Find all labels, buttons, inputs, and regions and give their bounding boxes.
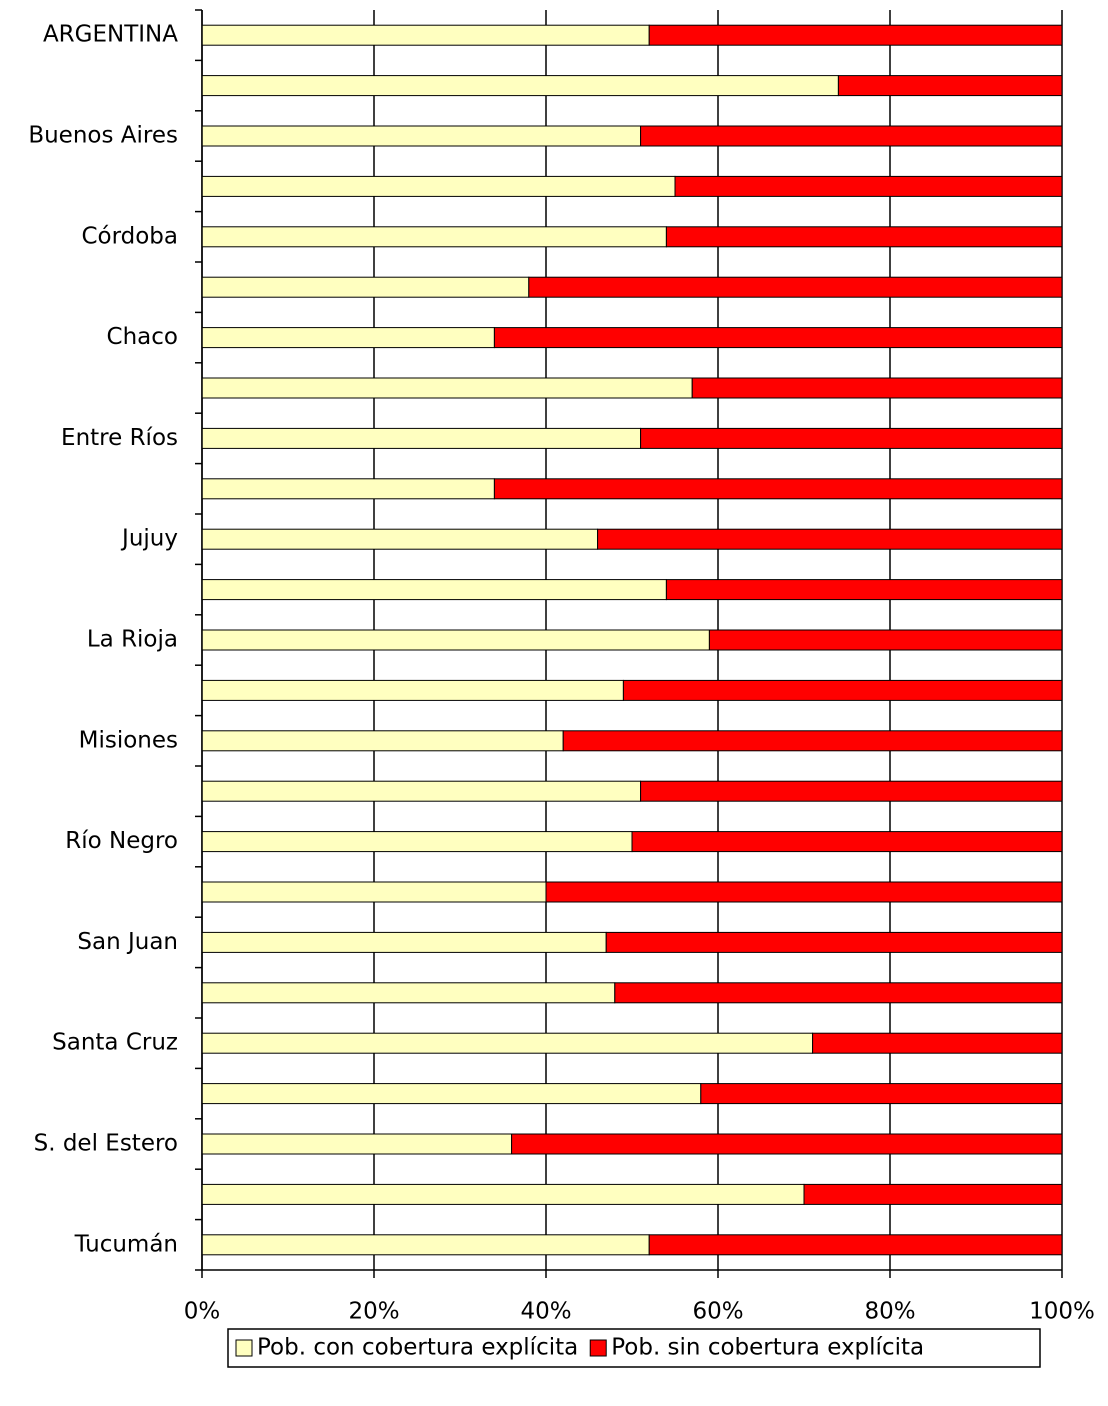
y-tick-label: Buenos Aires xyxy=(28,123,178,149)
y-tick-label: La Rioja xyxy=(87,627,178,653)
bar-segment xyxy=(201,931,607,953)
y-tick-label: Chaco xyxy=(107,324,178,350)
bar-segment xyxy=(201,327,495,349)
x-tick-label: 20% xyxy=(348,1299,399,1325)
bar-segment xyxy=(631,831,1063,853)
bar-segment xyxy=(708,629,1063,651)
y-tick-label: Entre Ríos xyxy=(61,425,178,451)
bar-segment xyxy=(201,1083,702,1105)
y-tick-label: Río Negro xyxy=(65,828,178,854)
bar-segment xyxy=(528,276,1063,298)
bar-segment xyxy=(201,982,616,1004)
y-tick-label: S. del Estero xyxy=(34,1131,178,1157)
y-tick-label: San Juan xyxy=(77,929,178,955)
bar-segment xyxy=(493,478,1063,500)
x-tick-label: 0% xyxy=(184,1299,221,1325)
bar-segment xyxy=(614,982,1063,1004)
bar-segment xyxy=(201,831,633,853)
bar-segment xyxy=(201,125,642,147)
x-tick-label: 60% xyxy=(692,1299,743,1325)
y-tick-label: Córdoba xyxy=(81,223,178,249)
bar-segment xyxy=(201,1234,650,1256)
y-tick-label: Santa Cruz xyxy=(52,1030,178,1056)
y-tick-label: ARGENTINA xyxy=(43,22,178,48)
bar-segment xyxy=(201,679,624,701)
bar-segment xyxy=(201,175,676,197)
legend-label: Pob. con cobertura explícita xyxy=(257,1335,578,1361)
bar-segment xyxy=(201,579,667,601)
bar-segment xyxy=(201,1183,805,1205)
bar-segment xyxy=(201,75,839,97)
bar-segment xyxy=(812,1032,1063,1054)
bar-segment xyxy=(201,1032,814,1054)
bar-segment xyxy=(201,780,642,802)
legend-swatch xyxy=(589,1339,607,1357)
legend-label: Pob. sin cobertura explícita xyxy=(611,1335,924,1361)
bar-segment xyxy=(201,478,495,500)
bar-segment xyxy=(201,629,710,651)
x-tick-label: 100% xyxy=(1029,1299,1095,1325)
bar-segment xyxy=(201,226,667,248)
bar-segment xyxy=(493,327,1063,349)
bar-segment xyxy=(648,1234,1063,1256)
bar-segment xyxy=(201,276,530,298)
bar-segment xyxy=(803,1183,1063,1205)
bar-segment xyxy=(597,528,1063,550)
bar-segment xyxy=(665,226,1063,248)
bar-segment xyxy=(640,780,1063,802)
bar-segment xyxy=(665,579,1063,601)
bar-segment xyxy=(700,1083,1063,1105)
bar-segment xyxy=(691,377,1063,399)
bar-segment xyxy=(201,881,547,903)
bar-segment xyxy=(545,881,1063,903)
bar-segment xyxy=(511,1133,1063,1155)
bar-segment xyxy=(201,528,599,550)
bar-segment xyxy=(562,730,1063,752)
bar-segment xyxy=(622,679,1063,701)
bar-segment xyxy=(640,427,1063,449)
y-tick-label: Misiones xyxy=(79,727,178,753)
bar-segment xyxy=(837,75,1063,97)
legend-box xyxy=(227,1328,1041,1368)
bar-segment xyxy=(201,1133,513,1155)
y-tick-label: Jujuy xyxy=(120,526,178,552)
y-tick-label: Tucumán xyxy=(74,1231,178,1257)
x-tick-label: 80% xyxy=(864,1299,915,1325)
x-tick-label: 40% xyxy=(520,1299,571,1325)
bar-segment xyxy=(640,125,1063,147)
bar-segment xyxy=(648,24,1063,46)
bar-segment xyxy=(605,931,1063,953)
bar-segment xyxy=(201,377,693,399)
bar-segment xyxy=(201,427,642,449)
bar-segment xyxy=(674,175,1063,197)
legend-swatch xyxy=(235,1339,253,1357)
bar-segment xyxy=(201,730,564,752)
bar-segment xyxy=(201,24,650,46)
